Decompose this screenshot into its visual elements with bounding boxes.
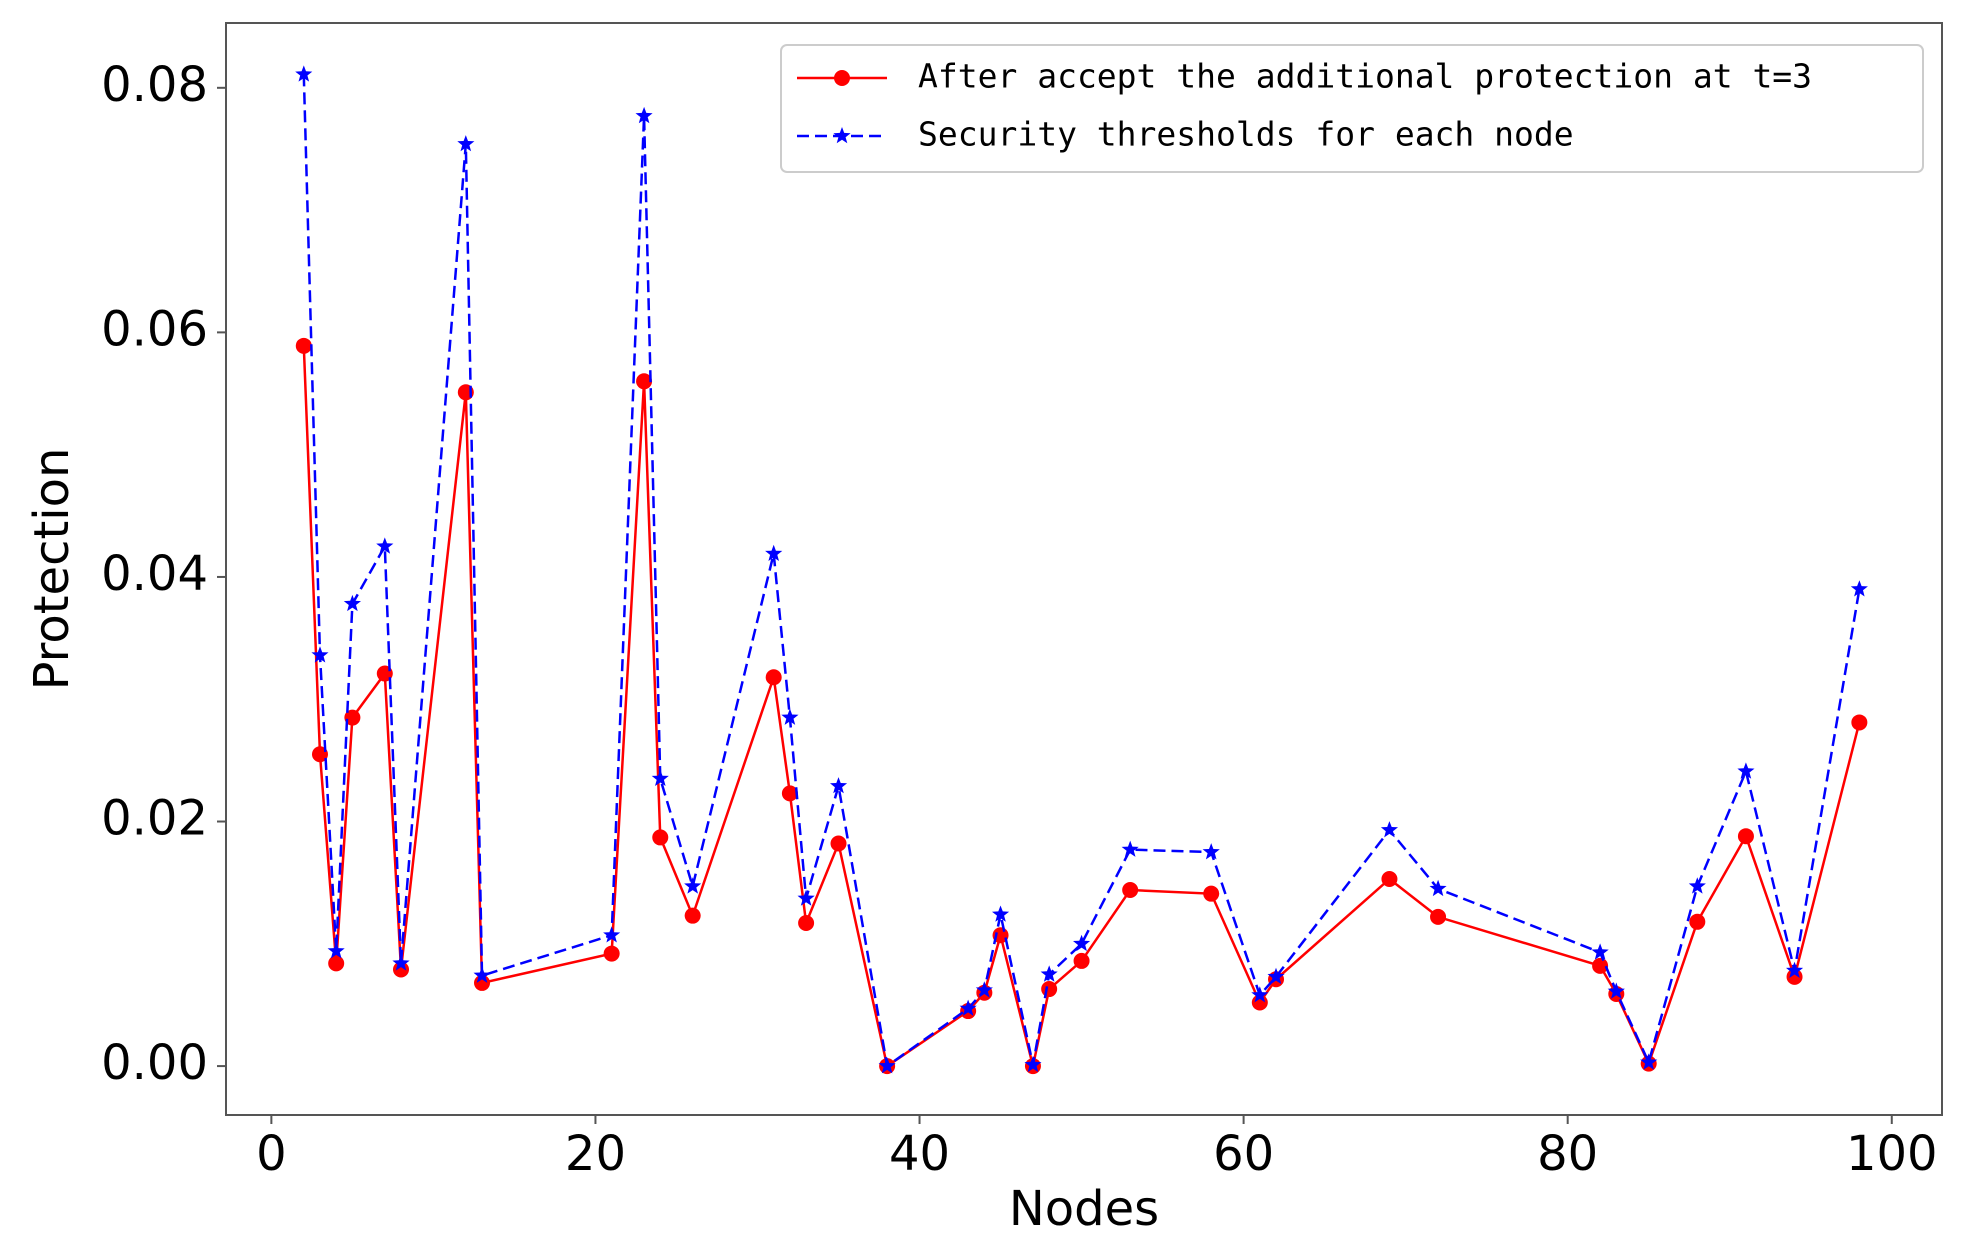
point-marker (1592, 957, 1609, 974)
point-marker (1640, 1053, 1658, 1070)
plot-frame (225, 22, 1943, 1116)
x-tick-label: 60 (1213, 1126, 1274, 1182)
point-marker (1591, 943, 1609, 960)
legend-marker (834, 70, 850, 86)
point-marker (392, 954, 410, 971)
point-marker (652, 829, 669, 846)
point-marker (1688, 877, 1706, 894)
point-marker (1024, 1055, 1042, 1073)
point-marker (830, 777, 848, 794)
point-marker (1121, 840, 1139, 857)
x-tick-label: 100 (1846, 1126, 1938, 1182)
y-tick-label: 0.06 (101, 301, 208, 357)
point-marker (1122, 881, 1139, 898)
point-marker (1607, 982, 1625, 999)
point-marker (878, 1057, 896, 1074)
point-marker (975, 981, 993, 998)
point-marker (1851, 714, 1868, 731)
y-tick-label: 0.08 (101, 57, 208, 113)
point-marker (798, 915, 815, 932)
point-marker (1380, 821, 1398, 838)
point-marker (684, 877, 702, 894)
point-marker (797, 889, 815, 906)
point-marker (328, 955, 345, 972)
point-marker (1381, 870, 1398, 887)
point-marker (1429, 879, 1447, 897)
x-tick-label: 0 (256, 1126, 287, 1182)
point-marker (1041, 981, 1058, 998)
x-tick-label: 40 (889, 1126, 950, 1182)
point-marker (1251, 986, 1269, 1003)
point-marker (1689, 913, 1706, 930)
point-marker (393, 961, 410, 978)
point-marker (603, 926, 621, 943)
point-marker (1073, 934, 1091, 952)
point-marker (295, 65, 313, 82)
point-marker (457, 135, 475, 152)
point-marker (343, 594, 361, 612)
point-marker (651, 769, 669, 786)
point-marker (1202, 843, 1220, 860)
x-tick-label: 20 (565, 1126, 626, 1182)
point-marker (781, 785, 798, 802)
point-marker (684, 907, 701, 924)
point-marker (1850, 580, 1868, 597)
point-marker (1737, 762, 1755, 779)
point-marker (1786, 968, 1803, 985)
point-marker (1737, 828, 1754, 845)
point-marker (781, 708, 799, 725)
point-marker (1040, 965, 1058, 982)
point-marker (959, 999, 977, 1016)
point-marker (1203, 885, 1220, 902)
legend-label: Security thresholds for each node (918, 115, 1574, 154)
legend-marker (833, 127, 851, 144)
point-marker (1073, 952, 1090, 969)
point-marker (473, 966, 491, 983)
point-marker (1267, 967, 1285, 985)
y-tick-label: 0.04 (101, 546, 208, 602)
point-marker (1430, 908, 1447, 925)
point-marker (992, 905, 1010, 922)
y-tick-label: 0.00 (101, 1035, 208, 1091)
legend-label: After accept the additional protection a… (918, 57, 1812, 96)
x-axis-label: Nodes (1009, 1181, 1159, 1237)
point-marker (1786, 961, 1804, 978)
point-marker (295, 337, 312, 354)
point-marker (830, 835, 847, 852)
y-axis-label: Protection (24, 448, 80, 691)
legend: After accept the additional protection a… (780, 44, 1924, 173)
series-line (302, 74, 1861, 1069)
point-marker (344, 709, 361, 726)
x-tick-label: 80 (1537, 1126, 1598, 1182)
legend-box (780, 44, 1924, 173)
point-marker (327, 942, 345, 959)
point-marker (603, 945, 620, 962)
point-marker (635, 106, 653, 124)
point-marker (765, 544, 783, 561)
point-marker (636, 373, 653, 390)
point-marker (311, 646, 329, 663)
y-tick-label: 0.02 (101, 791, 208, 847)
point-marker (765, 669, 782, 686)
point-marker (376, 537, 394, 554)
